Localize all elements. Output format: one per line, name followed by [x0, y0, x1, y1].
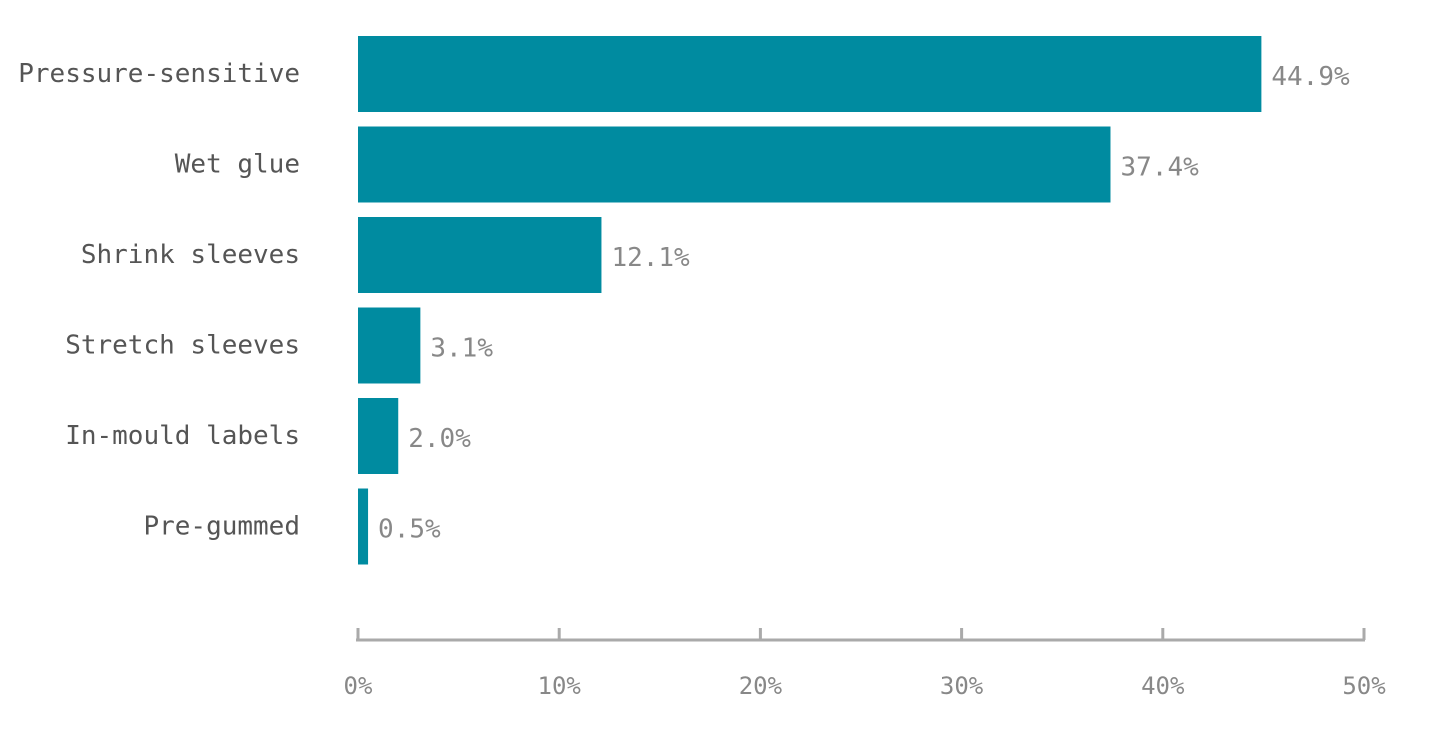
category-label: Pressure-sensitive: [18, 59, 300, 89]
x-tick-label: 40%: [1141, 672, 1185, 700]
bar: [358, 217, 602, 293]
bars-group: Pressure-sensitive 44.9% Wet glue 37.4% Shri…: [18, 36, 1350, 565]
x-tick-label: 30%: [940, 672, 984, 700]
data-label: 44.9%: [1271, 62, 1350, 92]
category-label: Stretch sleeves: [65, 331, 300, 361]
x-tick-label: 50%: [1342, 672, 1386, 700]
x-axis: 0% 10% 20% 30% 40% 50%: [344, 628, 1386, 700]
data-label: 12.1%: [611, 243, 690, 273]
x-tick-label: 20%: [739, 672, 783, 700]
category-label: In-mould labels: [65, 421, 300, 451]
category-label: Pre-gummed: [143, 512, 300, 542]
category-label: Wet glue: [175, 150, 300, 180]
data-label: 2.0%: [408, 424, 471, 454]
category-label: Shrink sleeves: [81, 240, 300, 270]
data-label: 0.5%: [378, 515, 441, 545]
bar: [358, 398, 399, 474]
bar: [358, 488, 369, 565]
data-label: 37.4%: [1120, 153, 1199, 183]
data-label: 3.1%: [430, 334, 493, 364]
bar: [358, 126, 1111, 203]
x-tick-label: 0%: [344, 672, 373, 700]
bar: [358, 36, 1262, 112]
bar: [358, 307, 421, 384]
x-tick-label: 10%: [538, 672, 582, 700]
